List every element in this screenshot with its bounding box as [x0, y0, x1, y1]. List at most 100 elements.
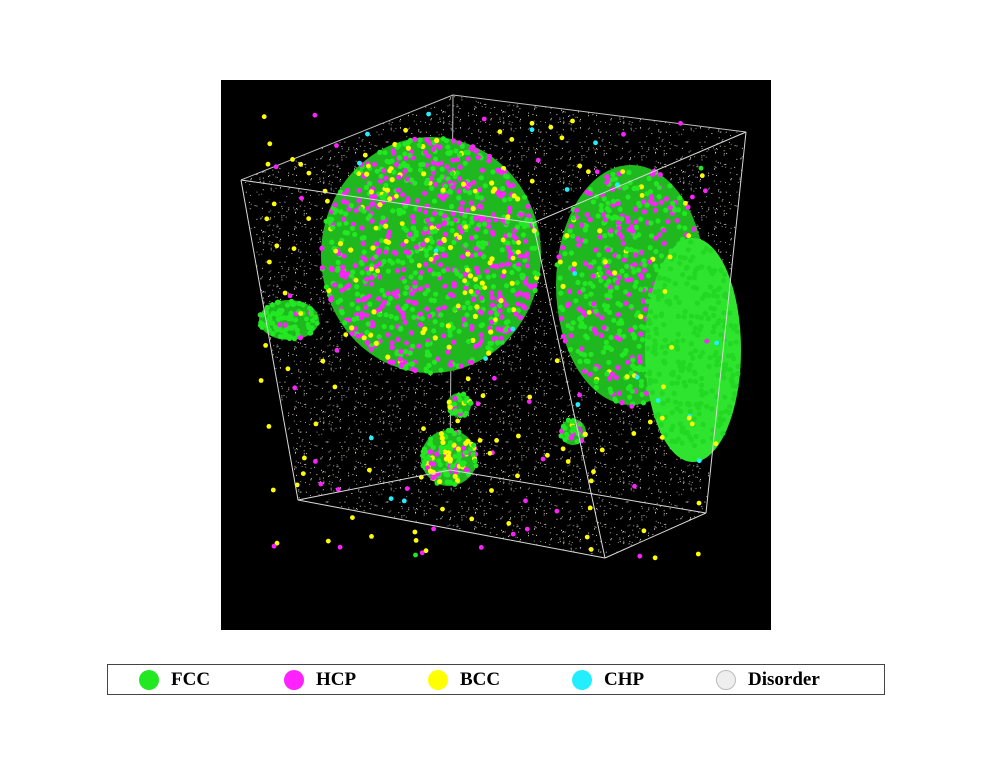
central-grain-atom — [515, 262, 522, 268]
small-grain-lower-atom — [449, 463, 455, 469]
right-grain-face-atom — [648, 309, 654, 315]
right-grain-face-atom — [710, 329, 716, 335]
isolated-atom — [487, 450, 493, 456]
left-edge-grain-atom — [294, 327, 300, 333]
central-grain-atom — [458, 273, 464, 279]
isolated-atom — [413, 538, 419, 543]
isolated-atom — [523, 498, 528, 504]
central-grain-atom — [449, 227, 455, 234]
left-edge-grain-atom — [303, 316, 310, 322]
right-grain-rim-atom — [685, 204, 691, 210]
right-grain-rim-atom — [610, 171, 616, 177]
left-edge-grain-atom — [305, 321, 311, 328]
right-grain-face-atom — [675, 331, 681, 337]
left-edge-grain-atom — [269, 302, 275, 308]
central-grain-atom — [397, 356, 403, 362]
central-grain-atom — [370, 200, 376, 206]
right-grain-rim-atom — [595, 213, 601, 219]
isolated-atom — [428, 256, 434, 262]
left-edge-grain-atom — [265, 318, 271, 324]
isolated-atom — [577, 392, 582, 398]
right-grain-rim-atom — [632, 335, 638, 341]
isolated-atom — [545, 452, 550, 458]
isolated-atom — [704, 338, 709, 344]
isolated-atom — [524, 526, 530, 532]
central-grain-atom — [532, 287, 538, 293]
isolated-atom — [334, 143, 339, 148]
central-grain-atom — [411, 314, 417, 320]
right-grain-rim-atom — [646, 175, 652, 182]
isolated-atom — [492, 375, 497, 381]
right-grain-face-atom — [692, 348, 699, 354]
right-grain-face-atom — [706, 363, 712, 369]
central-grain-atom — [525, 222, 531, 228]
central-grain-atom — [405, 298, 412, 304]
central-grain-atom — [402, 290, 408, 296]
central-grain-atom — [393, 294, 399, 300]
central-grain-atom — [381, 323, 387, 330]
left-edge-grain-atom — [288, 310, 294, 316]
central-grain-atom — [476, 203, 483, 209]
central-grain-atom — [503, 283, 510, 289]
isolated-atom — [662, 289, 668, 294]
isolated-atom — [586, 169, 591, 175]
central-grain-atom — [342, 320, 348, 326]
right-grain-face-atom — [674, 380, 680, 386]
isolated-atom — [468, 289, 474, 294]
right-grain-face-atom — [730, 396, 737, 402]
central-grain-atom — [427, 370, 433, 376]
isolated-atom — [493, 317, 498, 323]
central-grain-atom — [344, 187, 350, 194]
central-grain-atom — [468, 200, 474, 206]
central-grain-atom — [439, 166, 445, 172]
central-grain-atom — [340, 198, 346, 205]
central-grain-atom — [329, 267, 335, 273]
right-grain-rim-atom — [614, 280, 620, 286]
central-grain-atom — [364, 266, 370, 272]
central-grain-atom — [363, 304, 369, 310]
central-grain-atom — [377, 274, 383, 280]
central-grain-atom — [418, 286, 424, 292]
central-grain-atom — [377, 178, 383, 184]
central-grain-atom — [364, 276, 370, 282]
small-grain-lower-atom — [442, 449, 448, 455]
right-grain-face-atom — [656, 371, 662, 377]
central-grain-atom — [515, 249, 521, 255]
right-grain-rim-atom — [667, 183, 673, 189]
right-grain-face-atom — [727, 341, 734, 347]
right-grain-rim-atom — [615, 201, 621, 207]
isolated-atom — [274, 243, 280, 249]
fcc-swatch-icon — [139, 670, 159, 690]
isolated-atom — [602, 275, 607, 280]
isolated-atom — [465, 376, 471, 382]
central-grain-atom — [499, 339, 505, 345]
isolated-atom — [428, 460, 434, 466]
central-grain-atom — [395, 258, 401, 264]
central-grain-atom — [504, 219, 510, 225]
central-grain-atom — [362, 257, 368, 263]
right-grain-rim-atom — [598, 202, 604, 209]
right-grain-rim-atom — [587, 217, 593, 223]
central-grain-atom — [402, 203, 408, 209]
isolated-atom — [639, 193, 645, 198]
central-grain-atom — [349, 301, 355, 307]
central-grain-atom — [364, 340, 370, 346]
right-grain-rim-atom — [619, 400, 625, 406]
right-grain-face-atom — [675, 346, 681, 352]
central-grain-atom — [395, 304, 401, 310]
right-grain-face-atom — [716, 318, 722, 324]
right-grain-rim-atom — [649, 171, 656, 177]
right-grain-face-atom — [652, 338, 658, 344]
central-grain-atom — [480, 244, 486, 250]
isolated-atom — [526, 399, 532, 404]
right-grain-rim-atom — [608, 334, 614, 341]
central-grain-atom — [429, 225, 435, 231]
central-grain-atom — [397, 155, 403, 161]
central-grain-atom — [498, 335, 504, 341]
central-grain-atom — [465, 300, 471, 306]
right-grain-rim-atom — [628, 304, 634, 310]
central-grain-atom — [424, 306, 430, 312]
right-grain-face-atom — [699, 392, 705, 398]
right-grain-face-atom — [662, 350, 669, 356]
central-grain-atom — [377, 312, 383, 318]
